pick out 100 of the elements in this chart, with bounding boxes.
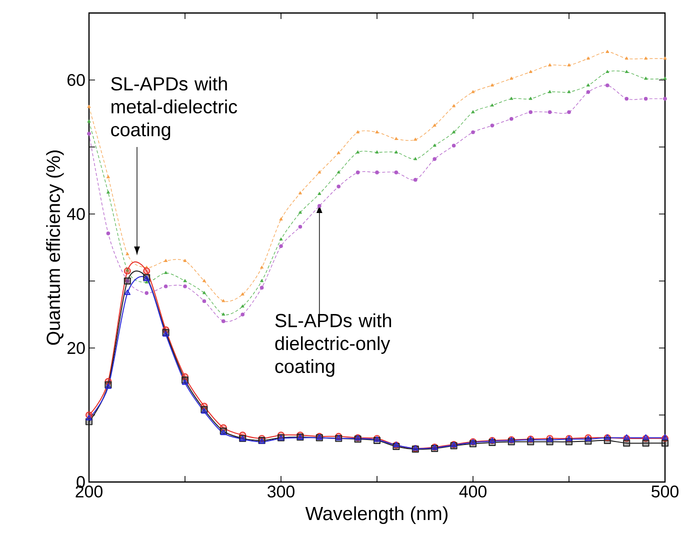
point (375, 170, 379, 174)
point (663, 76, 667, 80)
point (144, 266, 148, 269)
point (375, 150, 379, 154)
point (644, 96, 648, 101)
point (183, 258, 187, 262)
point (586, 83, 590, 86)
point (606, 50, 610, 53)
x-axis-title: Wavelength (nm) (305, 506, 448, 524)
point (222, 299, 226, 302)
y-tick-label: 40 (67, 208, 85, 220)
point (143, 267, 150, 274)
point (528, 96, 532, 100)
point (471, 110, 475, 114)
point (528, 110, 533, 114)
point (528, 70, 532, 74)
point (240, 312, 245, 316)
point (548, 63, 552, 66)
point (240, 292, 244, 296)
point (432, 144, 436, 147)
y-tick-label: 60 (68, 74, 85, 86)
point (318, 204, 322, 208)
point (663, 96, 667, 101)
point (106, 190, 110, 194)
point (240, 304, 244, 308)
point (260, 279, 264, 282)
point (432, 157, 437, 161)
point (202, 279, 206, 282)
x-tick-label: 300 (268, 486, 294, 498)
point (586, 90, 590, 94)
point (624, 70, 628, 74)
annotation: SL-APDs with dielectric-only coating (275, 313, 392, 377)
point (164, 258, 168, 262)
point (336, 151, 340, 154)
point (490, 124, 494, 128)
point (606, 70, 610, 74)
point (106, 175, 110, 178)
point (663, 56, 667, 60)
point (279, 238, 283, 241)
point (183, 279, 187, 282)
point (124, 267, 131, 274)
point (644, 56, 648, 60)
point (624, 96, 629, 101)
point (336, 184, 341, 188)
y-tick-label: 20 (68, 342, 85, 354)
point (222, 312, 226, 316)
point (298, 210, 302, 214)
annotation: SL-APDs with metal-dielectric coating (111, 76, 238, 140)
point (662, 440, 669, 447)
point (490, 83, 494, 86)
point (567, 110, 571, 114)
point (471, 130, 475, 134)
point (298, 224, 302, 229)
point (414, 138, 418, 141)
point (279, 217, 283, 220)
point (87, 104, 91, 108)
point (87, 132, 91, 136)
point (318, 192, 322, 195)
point (644, 76, 648, 80)
point (183, 284, 187, 288)
point (298, 191, 302, 194)
point (394, 170, 398, 174)
point (86, 414, 92, 420)
point (124, 290, 131, 296)
point (318, 170, 322, 174)
point (164, 271, 168, 274)
point (202, 291, 206, 294)
point (490, 104, 494, 107)
point (414, 178, 418, 182)
x-tick-label: 200 (76, 486, 102, 498)
point (260, 266, 264, 269)
point (432, 124, 436, 127)
point (642, 440, 650, 447)
point (106, 232, 110, 236)
point (452, 130, 456, 134)
point (567, 63, 571, 66)
point (182, 379, 188, 385)
point (222, 319, 226, 324)
point (414, 157, 418, 160)
x-tick-label: 400 (459, 486, 486, 498)
point (394, 150, 398, 154)
point (452, 144, 456, 148)
point (624, 56, 628, 60)
point (394, 137, 398, 140)
point (471, 90, 475, 94)
point (336, 170, 340, 174)
point (586, 56, 590, 60)
point (202, 299, 206, 303)
point (126, 252, 130, 256)
point (510, 116, 514, 121)
point (452, 104, 456, 108)
x-tick-label: 500 (652, 486, 678, 498)
point (356, 170, 360, 174)
point (510, 76, 514, 80)
point (356, 130, 360, 134)
point (375, 130, 379, 134)
point (279, 244, 283, 248)
point (164, 284, 168, 288)
point (260, 286, 264, 290)
point (623, 440, 630, 447)
